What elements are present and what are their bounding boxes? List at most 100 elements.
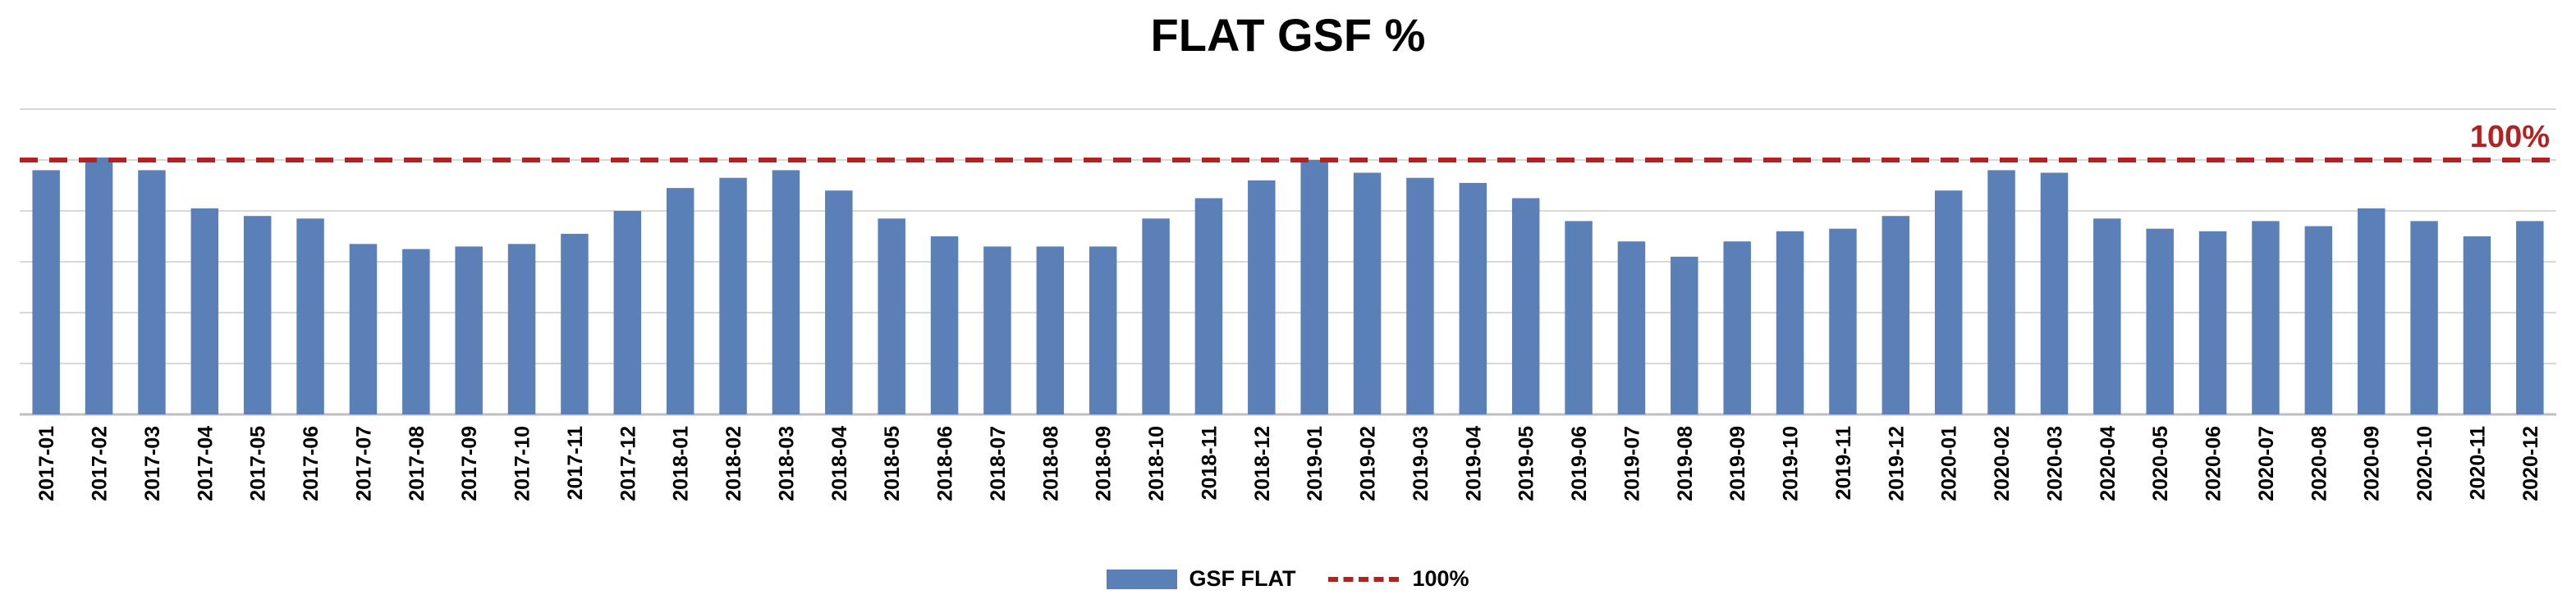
bar-2018-03 [772,170,800,414]
x-tick-label: 2020-11 [2466,426,2489,500]
reference-line: 100% [20,120,2556,162]
bar-2018-04 [825,190,853,414]
x-tick-label: 2019-06 [1568,426,1591,501]
x-tick-label: 2020-05 [2149,426,2172,501]
x-tick-label: 2017-04 [194,426,217,501]
x-tick-label: 2018-03 [775,426,798,501]
bar-2017-12 [613,211,642,414]
x-tick-label: 2020-02 [1991,426,2014,501]
bar-2019-04 [1459,182,1487,414]
bar-2019-08 [1671,256,1698,414]
bar-2020-06 [2198,231,2227,414]
reference-line-label: 100% [2470,120,2550,154]
bar-2018-06 [930,236,959,414]
legend-label-reference: 100% [1412,566,1469,591]
bar-2020-10 [2410,221,2438,414]
bar-2019-06 [1565,221,1593,414]
legend-swatch-dashed-line [1328,576,1400,582]
bar-2017-04 [190,208,219,414]
bar-2020-03 [2040,172,2069,414]
x-tick-label: 2018-02 [722,426,745,501]
bar-2020-05 [2146,228,2174,414]
x-tick-label: 2017-07 [352,426,375,501]
bar-2018-08 [1036,246,1065,414]
chart-title: FLAT GSF % [1150,9,1426,61]
x-tick-label: 2017-05 [247,426,270,501]
x-tick-label: 2018-11 [1198,426,1221,500]
x-tick-label: 2019-05 [1515,426,1538,501]
x-tick-label: 2020-08 [2308,426,2331,501]
bar-2019-12 [1882,216,1910,414]
bar-2019-10 [1776,231,1804,414]
x-tick-label: 2019-12 [1885,426,1908,501]
bar-2020-02 [1987,170,2015,414]
x-tick-label: 2020-09 [2361,426,2384,501]
bar-2020-01 [1934,190,1963,414]
x-tick-label: 2020-01 [1938,426,1961,501]
x-tick-label: 2019-07 [1620,426,1643,501]
bar-2019-11 [1829,228,1857,414]
bar-2018-05 [878,218,905,414]
x-tick-label: 2020-04 [2097,426,2120,501]
bar-2017-09 [455,246,483,414]
bar-2018-07 [983,246,1011,414]
bar-2017-08 [402,249,430,414]
bars [32,157,2544,415]
legend-item-reference: 100% [1328,566,1469,592]
x-tick-label: 2017-03 [141,426,164,501]
x-tick-label: 2019-09 [1726,426,1749,501]
x-tick-label: 2018-04 [828,426,851,501]
x-tick-label: 2020-06 [2202,426,2225,501]
bar-2020-04 [2093,218,2121,414]
x-tick-label: 2020-12 [2519,426,2542,501]
legend-swatch-bar [1107,569,1178,589]
x-tick-label: 2018-09 [1093,426,1116,501]
x-tick-label: 2017-09 [458,426,481,501]
x-tick-label: 2019-10 [1780,426,1803,501]
bar-chart: 100% 2017-01 2017-02 2017-03 2017-04 2017-05… [20,108,2556,501]
bar-2017-03 [138,170,166,414]
bar-2018-11 [1194,198,1223,414]
bar-2018-09 [1089,246,1117,414]
x-tick-label: 2019-03 [1409,426,1432,501]
x-tick-label: 2017-06 [300,426,323,501]
bar-2019-09 [1723,241,1751,414]
x-tick-label: 2019-11 [1832,426,1855,500]
bar-2018-02 [719,177,747,414]
bar-2017-02 [85,157,113,414]
x-tick-label: 2017-02 [89,426,112,501]
x-tick-label: 2018-07 [987,426,1010,501]
x-tick-label: 2019-04 [1462,426,1485,501]
bar-2017-07 [349,244,378,414]
bar-2019-05 [1511,198,1540,414]
bar-2020-08 [2304,226,2333,414]
x-tick-label: 2017-12 [616,426,639,501]
x-tick-label: 2018-08 [1039,426,1062,501]
legend: GSF FLAT 100% [0,566,2576,592]
bar-2018-01 [666,188,694,414]
bar-2020-11 [2463,236,2491,414]
x-tick-label: 2020-03 [2043,426,2066,501]
x-axis: 2017-01 2017-02 2017-03 2017-04 2017-05 2017-… [35,426,2542,501]
bar-2017-01 [32,170,60,414]
x-tick-label: 2018-06 [934,426,957,501]
x-tick-label: 2018-01 [670,426,693,501]
bar-2018-10 [1142,218,1170,414]
x-tick-label: 2018-12 [1251,426,1274,501]
bar-2020-12 [2516,221,2544,414]
x-tick-label: 2018-05 [881,426,904,501]
x-tick-label: 2017-11 [564,426,587,500]
gridlines [20,108,2556,416]
bar-2017-10 [507,244,536,414]
x-tick-label: 2020-07 [2255,426,2278,501]
x-tick-label: 2017-01 [35,426,58,501]
bar-2019-03 [1406,177,1434,414]
x-tick-label: 2017-10 [511,426,534,501]
legend-item-series: GSF FLAT [1107,566,1295,592]
x-tick-label: 2020-10 [2413,426,2436,501]
legend-label-series: GSF FLAT [1189,566,1296,591]
bar-2018-12 [1248,180,1276,415]
x-tick-label: 2018-10 [1145,426,1168,501]
x-tick-label: 2019-02 [1357,426,1380,501]
x-tick-label: 2019-08 [1674,426,1697,501]
